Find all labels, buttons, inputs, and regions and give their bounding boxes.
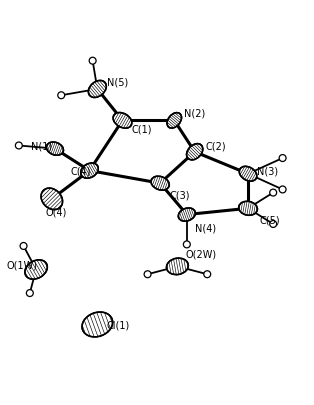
Text: O(2W): O(2W) [185,249,216,259]
Ellipse shape [239,202,257,216]
Ellipse shape [178,209,195,222]
Text: O(4): O(4) [46,207,67,217]
Text: N(4): N(4) [195,223,216,232]
Circle shape [20,243,27,250]
Text: O(1W): O(1W) [6,260,37,270]
Text: C(1): C(1) [132,124,152,134]
Ellipse shape [167,113,181,129]
Text: C(4): C(4) [71,166,91,176]
Text: C(2): C(2) [206,141,226,151]
Text: Cl(1): Cl(1) [107,320,130,330]
Text: N(1): N(1) [31,141,52,151]
Circle shape [58,93,65,100]
Text: C(5): C(5) [259,215,280,225]
Ellipse shape [82,312,113,337]
Circle shape [279,187,286,194]
Ellipse shape [41,189,62,210]
Text: C(3): C(3) [170,190,190,200]
Circle shape [26,290,33,297]
Text: N(5): N(5) [107,77,128,87]
Circle shape [144,271,151,278]
Ellipse shape [187,144,203,160]
Ellipse shape [46,143,63,156]
Circle shape [15,143,22,149]
Ellipse shape [81,164,98,179]
Circle shape [270,221,277,228]
Text: N(2): N(2) [184,108,205,118]
Ellipse shape [239,167,257,182]
Circle shape [204,271,211,278]
Circle shape [279,155,286,162]
Text: N(3): N(3) [257,166,279,176]
Circle shape [183,241,190,248]
Ellipse shape [88,81,106,98]
Circle shape [270,190,277,196]
Circle shape [89,58,96,65]
Ellipse shape [25,260,47,279]
Ellipse shape [166,258,188,275]
Ellipse shape [113,113,132,129]
Ellipse shape [151,177,169,191]
